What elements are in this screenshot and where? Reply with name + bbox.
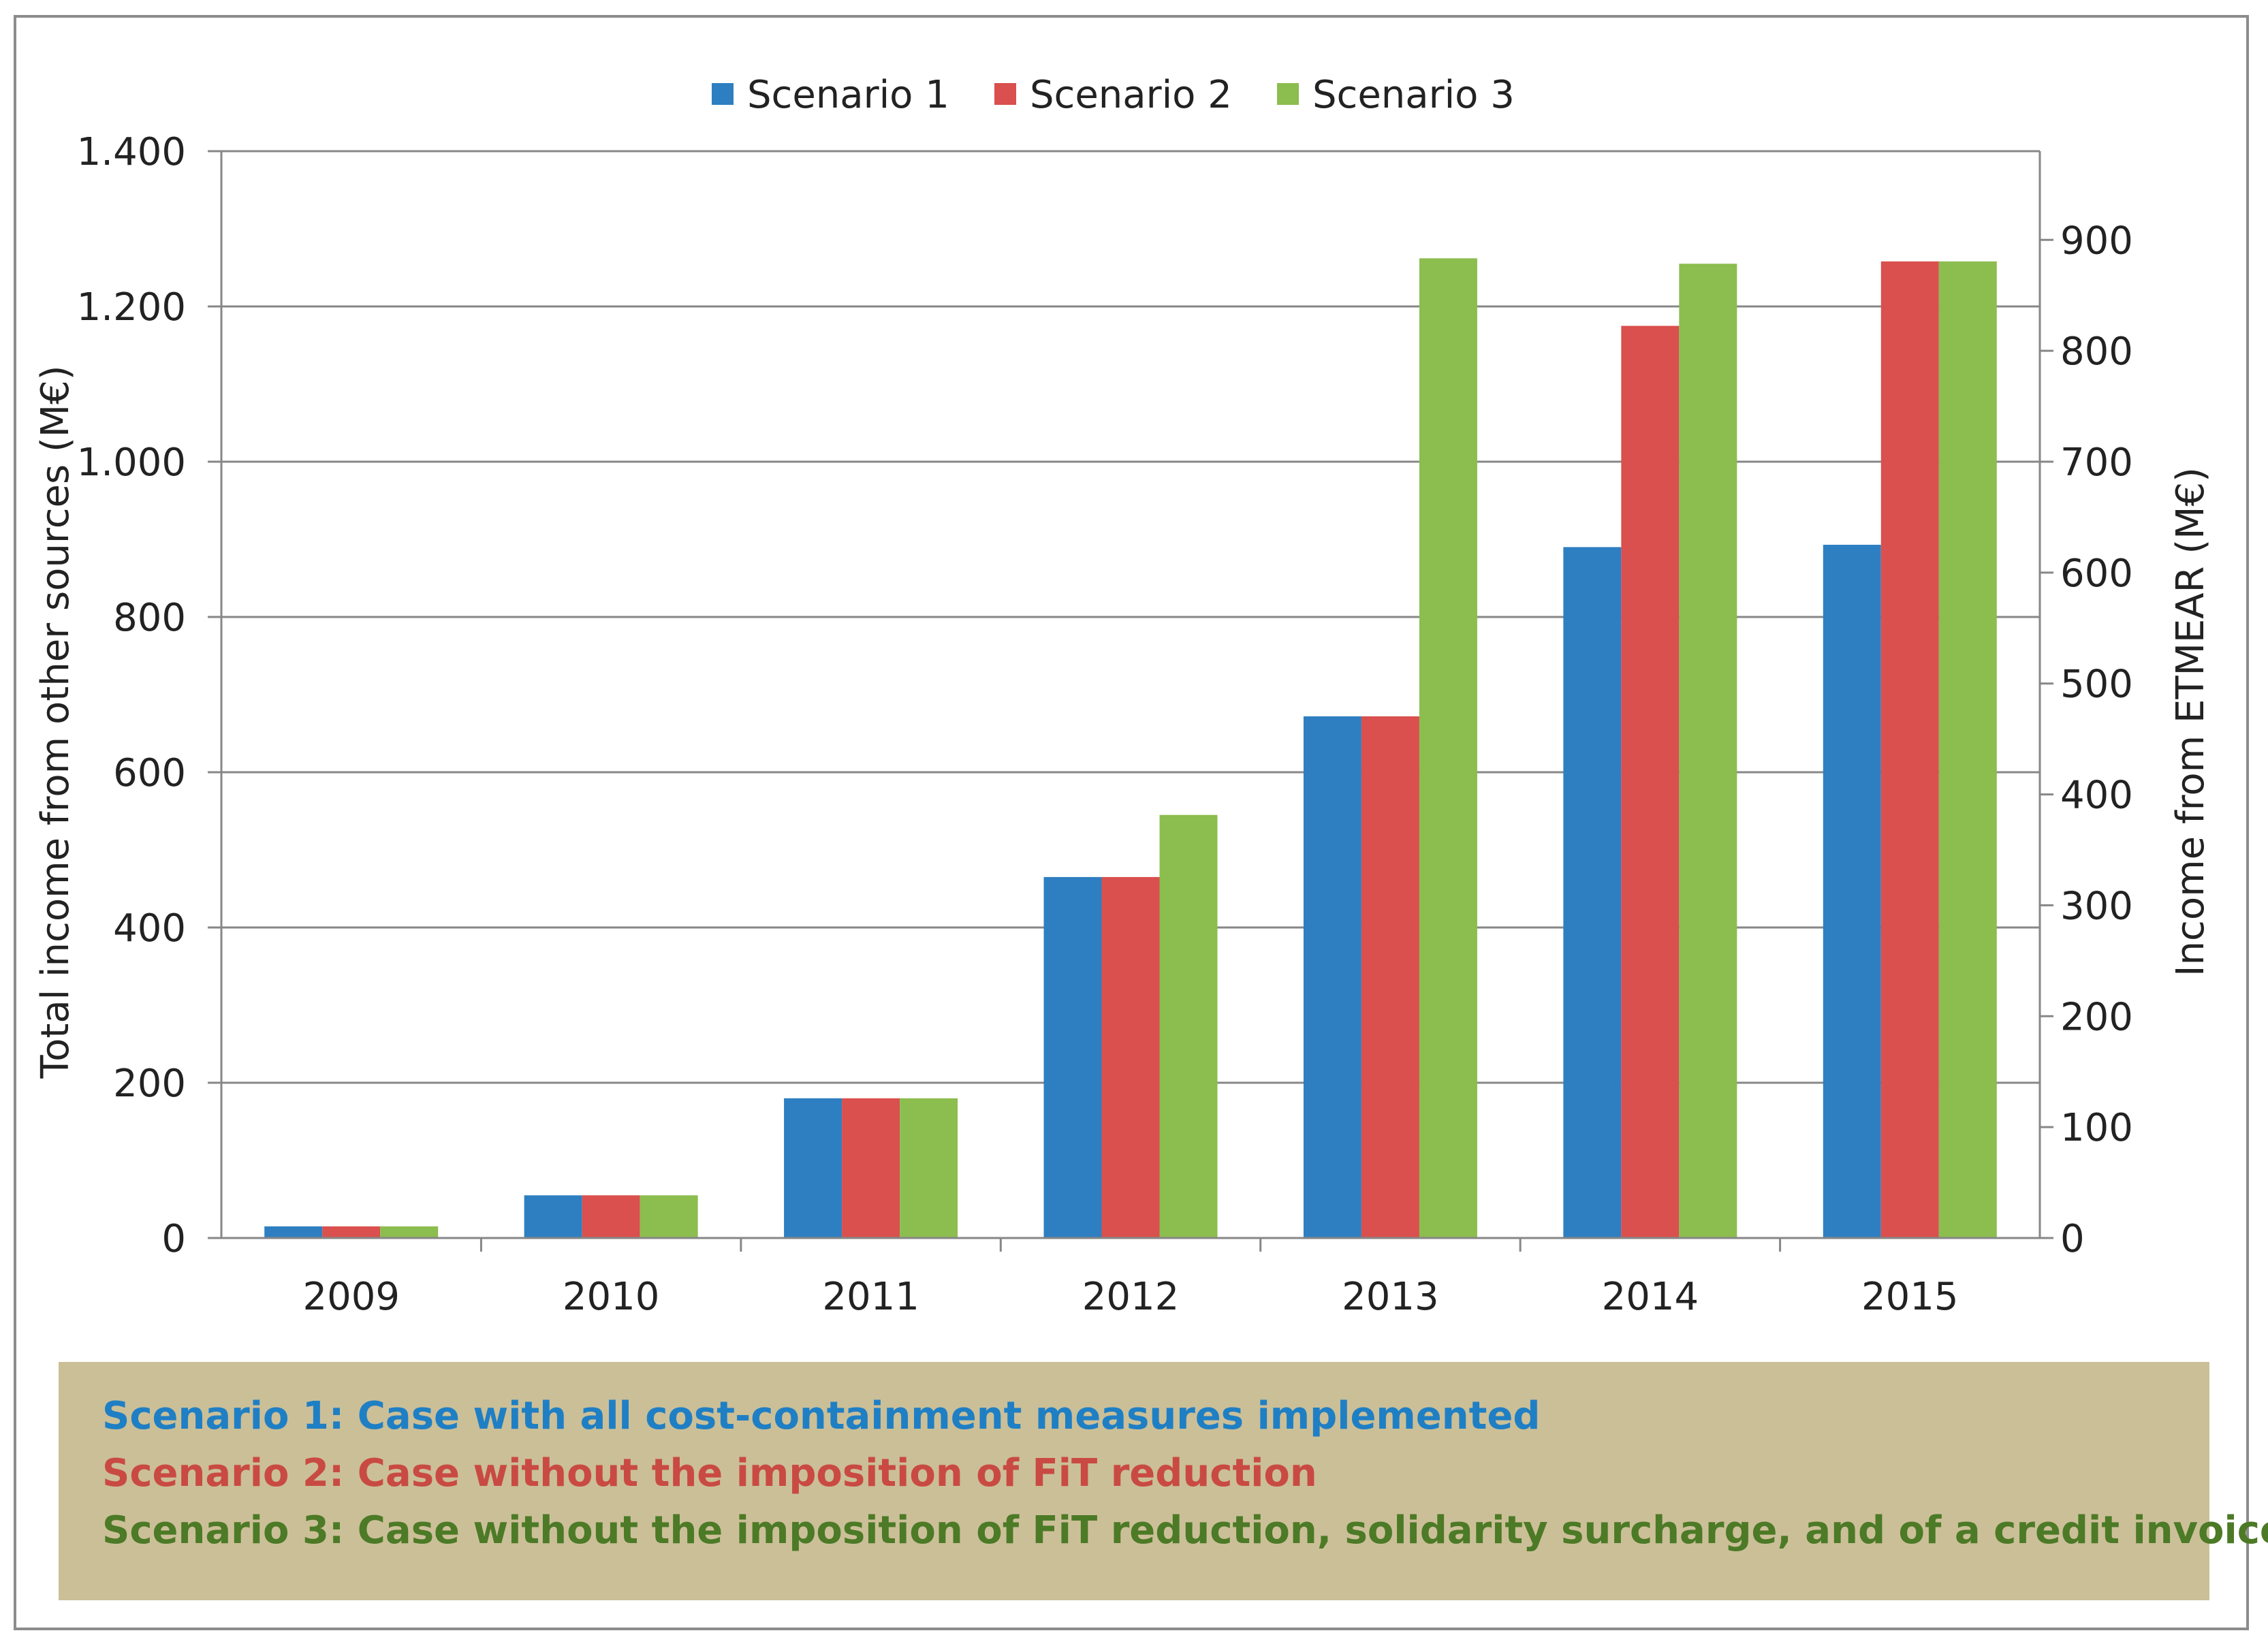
y-axis-label: Total income from other sources (M€) [33,365,78,1079]
bar-scenario-3-2014 [1679,264,1737,1238]
note-scenario-2: Scenario 2: Case without the imposition … [102,1451,1317,1495]
note-scenario-1: Scenario 1: Case with all cost-containme… [102,1394,1541,1438]
y-tick-label: 600 [113,751,186,795]
bar-scenario-3-2011 [900,1098,958,1238]
bar-scenario-3-2009 [380,1226,439,1238]
bar-scenario-2-2013 [1361,716,1419,1238]
y2-tick-label: 0 [2060,1217,2085,1261]
x-axis-ticks: 2009 2010 2011 2012 2013 2014 2015 [302,1238,1959,1319]
y-tick-label: 800 [113,596,186,640]
y-tick-label: 0 [161,1217,186,1261]
bar-scenario-1-2009 [264,1226,323,1238]
bar-scenario-1-2011 [784,1098,842,1238]
bar-scenario-2-2015 [1880,261,1939,1238]
y2-tick-label: 700 [2060,441,2133,485]
x-tick-label: 2011 [822,1275,919,1319]
y-tick-label: 1.000 [77,441,186,485]
legend: Scenario 1 Scenario 2 Scenario 3 [712,73,1515,117]
y2-tick-label: 200 [2060,995,2133,1039]
x-tick-label: 2014 [1602,1275,1699,1319]
y2-tick-label: 900 [2060,219,2133,263]
y2-tick-label: 800 [2060,330,2133,374]
right-axis-ticks: 0 100 200 300 400 500 600 700 800 900 [2040,219,2133,1261]
x-tick-label: 2013 [1342,1275,1439,1319]
y2-tick-label: 100 [2060,1106,2133,1150]
y2-axis-label: Income from ETMEAR (M€) [2169,467,2213,977]
y-tick-label: 1.200 [77,285,186,330]
bar-scenario-1-2012 [1043,876,1102,1238]
bar-scenario-2-2012 [1101,876,1160,1238]
x-tick-label: 2015 [1861,1275,1959,1319]
legend-label: Scenario 1 [747,73,949,117]
bar-scenario-2-2011 [842,1098,900,1238]
bar-scenario-2-2009 [322,1226,381,1238]
y2-tick-label: 400 [2060,774,2133,818]
bar-scenario-3-2012 [1159,814,1218,1238]
y2-tick-label: 600 [2060,552,2133,596]
legend-swatch [712,83,734,105]
bar-scenario-1-2010 [524,1195,582,1238]
bar-scenario-3-2015 [1938,261,1997,1238]
bars [264,258,1997,1238]
x-tick-label: 2009 [302,1275,400,1319]
bar-scenario-2-2010 [582,1195,640,1238]
y2-tick-label: 500 [2060,663,2133,707]
bar-scenario-1-2015 [1823,544,1881,1238]
legend-label: Scenario 2 [1030,73,1232,117]
x-tick-label: 2012 [1082,1275,1180,1319]
legend-label: Scenario 3 [1312,73,1515,117]
x-tick-label: 2010 [563,1275,660,1319]
y-tick-label: 400 [113,906,186,951]
y-tick-label: 200 [113,1062,186,1106]
legend-swatch [1277,83,1299,105]
y-tick-label: 1.400 [77,130,186,174]
y2-tick-label: 300 [2060,884,2133,928]
bar-scenario-1-2014 [1563,547,1622,1238]
scenario-notes: Scenario 1: Case with all cost-containme… [59,1362,2268,1600]
legend-swatch [994,83,1016,105]
bar-scenario-3-2013 [1419,258,1477,1238]
axes [220,151,2041,1239]
note-scenario-3: Scenario 3: Case without the imposition … [102,1508,2268,1553]
bar-chart: 0 200 400 600 800 1.000 1.200 1.400 0 100 200 300 4… [33,73,2213,1319]
bar-scenario-2-2014 [1621,326,1680,1238]
bar-scenario-1-2013 [1303,716,1361,1238]
left-axis-ticks: 0 200 400 600 800 1.000 1.200 1.400 [77,130,221,1261]
bar-scenario-3-2010 [640,1195,698,1238]
